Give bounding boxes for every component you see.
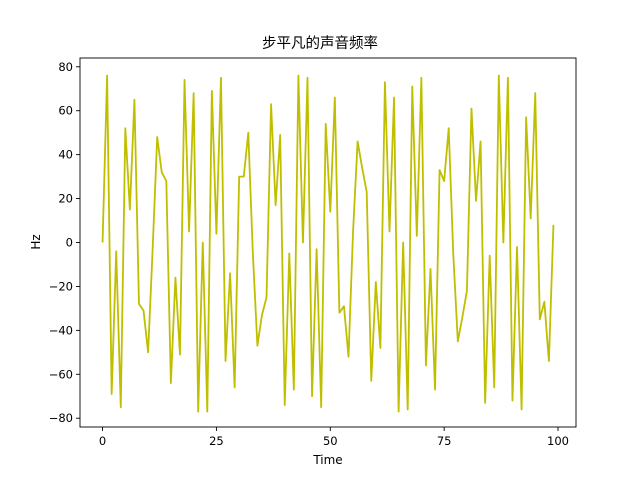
y-axis-label: Hz xyxy=(29,234,43,249)
y-tick-label: 80 xyxy=(58,60,73,74)
y-tick-label: 20 xyxy=(58,192,73,206)
x-tick-label: 25 xyxy=(209,434,224,448)
chart-title: 步平凡的声音频率 xyxy=(262,34,378,52)
x-axis-label: Time xyxy=(312,453,342,467)
axis-ticks: 0 25 50 75 100 −80 −60 −40 −20 0 20 40 60 80 xyxy=(49,60,569,448)
x-tick-label: 50 xyxy=(323,434,338,448)
y-tick-label: −60 xyxy=(49,367,73,381)
axes-frame xyxy=(79,57,577,428)
x-tick-label: 100 xyxy=(547,434,569,448)
plot-area xyxy=(79,57,577,428)
y-tick-label: 0 xyxy=(66,236,73,250)
series-line-0 xyxy=(101,74,555,413)
y-tick-label: −80 xyxy=(49,411,73,425)
x-tick-label: 75 xyxy=(437,434,452,448)
y-tick-label: 60 xyxy=(58,104,73,118)
y-tick-label: −20 xyxy=(49,279,73,293)
x-tick-label: 0 xyxy=(99,434,106,448)
y-tick-label: −40 xyxy=(49,323,73,337)
y-tick-label: 40 xyxy=(58,148,73,162)
